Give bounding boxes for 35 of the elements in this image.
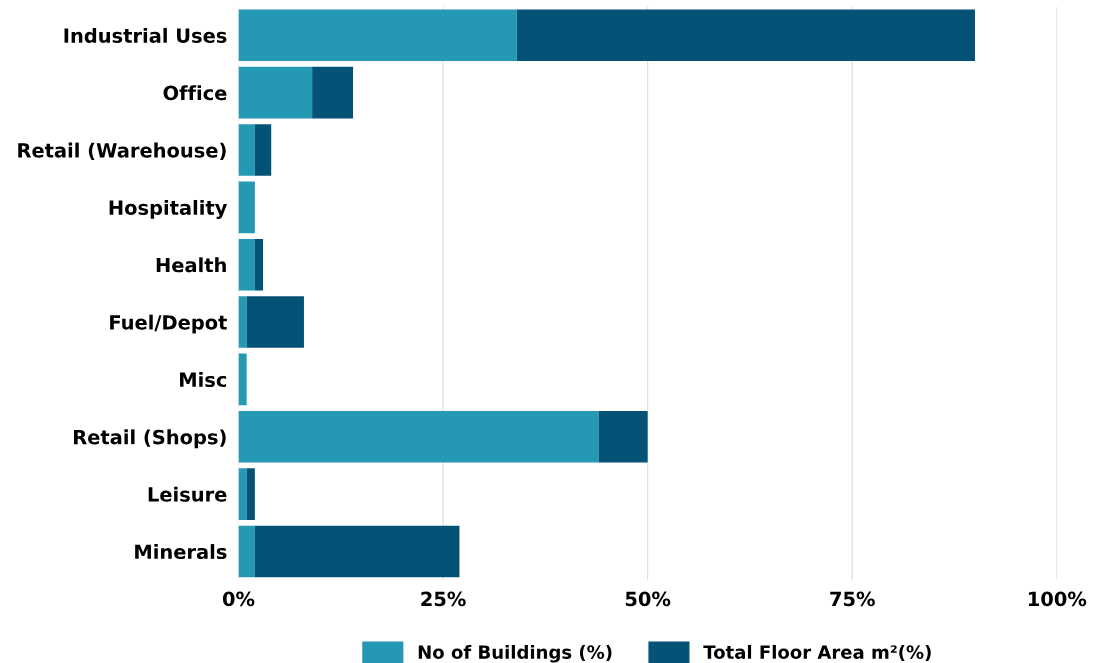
x-tick-label: 50% [625, 591, 671, 607]
y-tick-label: Leisure [148, 486, 227, 502]
bar [238, 468, 247, 520]
x-tick-label: 75% [830, 591, 875, 607]
x-tick-label: 25% [421, 591, 466, 607]
x-tick-label: 0% [222, 591, 255, 607]
bar [254, 124, 272, 176]
bar [598, 410, 648, 463]
legend-label: Total Floor Area m²(%) [703, 644, 931, 662]
bar [238, 9, 517, 62]
x-tick-label: 100% [1028, 591, 1087, 607]
bar [246, 296, 304, 348]
y-tick-label: Fuel/Depot [110, 314, 227, 334]
y-tick-label: Health [156, 257, 226, 273]
y-tick-label: Office [163, 85, 227, 101]
legend-label: No of Buildings (%) [418, 644, 612, 663]
y-tick-label: Misc [180, 372, 227, 388]
bar [238, 410, 599, 463]
y-tick-label: Hospitality [109, 199, 228, 219]
bar [238, 353, 247, 406]
bar [238, 296, 247, 348]
bar [246, 468, 255, 520]
bar [238, 124, 255, 176]
bar [238, 66, 313, 119]
bar [254, 525, 460, 578]
y-tick-label: Minerals [135, 544, 227, 560]
bar [516, 9, 975, 62]
y-tick-label: Retail (Shops) [74, 429, 226, 449]
bar [254, 238, 264, 291]
bar [238, 525, 255, 578]
bar [238, 181, 255, 234]
y-tick-label: Retail (Warehouse) [18, 142, 226, 160]
bar [312, 66, 354, 119]
y-tick-label: Industrial Uses [64, 27, 227, 43]
bar [238, 238, 255, 291]
